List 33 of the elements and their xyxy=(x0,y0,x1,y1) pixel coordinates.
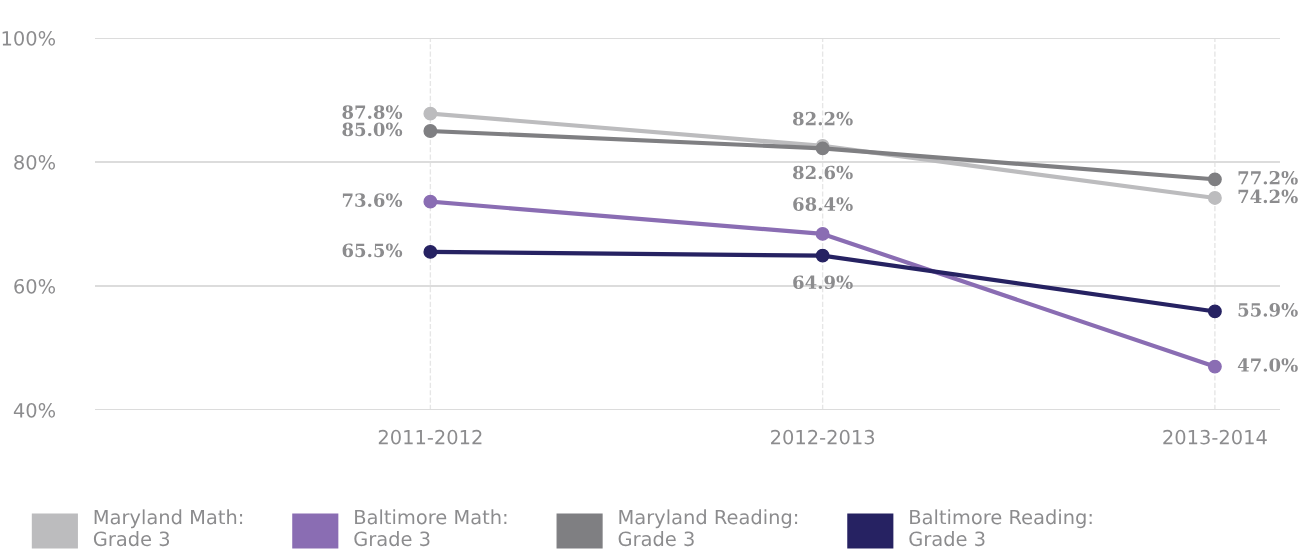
point xyxy=(1207,304,1222,319)
data-label: 87.8% xyxy=(342,105,403,119)
data-label: 73.6% xyxy=(342,193,403,207)
legend-label: Baltimore Math: Grade 3 xyxy=(354,509,507,547)
point xyxy=(1207,191,1222,205)
legend-label: Maryland Reading: Grade 3 xyxy=(618,509,798,547)
x-tick-label: 2013-2014 xyxy=(1163,429,1267,445)
y-tick-label: 60% xyxy=(14,278,56,294)
data-label: 55.9% xyxy=(1238,303,1298,317)
data-label: 77.2% xyxy=(1238,170,1298,185)
point xyxy=(423,106,438,121)
data-label: 65.5% xyxy=(342,243,403,258)
point xyxy=(423,244,438,259)
x-tick-label: 2011-2012 xyxy=(378,429,482,445)
legend-label: Maryland Math: Grade 3 xyxy=(93,509,243,547)
point xyxy=(423,124,438,138)
data-label: 82.6% xyxy=(793,165,853,180)
point xyxy=(1207,359,1222,374)
data-label: 74.2% xyxy=(1238,189,1298,204)
data-label: 47.0% xyxy=(1237,358,1298,372)
legend-label: Baltimore Reading: Grade 3 xyxy=(909,509,1092,547)
data-label: 82.2% xyxy=(793,111,853,126)
x-tick-label: 2012-2013 xyxy=(771,429,875,445)
point xyxy=(423,194,438,209)
y-tick-label: 40% xyxy=(13,402,56,418)
data-label: 85.0% xyxy=(342,122,403,137)
data-label: 68.4% xyxy=(793,197,853,211)
data-label: 64.9% xyxy=(793,275,853,290)
point xyxy=(1207,172,1222,187)
point xyxy=(815,248,830,263)
point xyxy=(815,226,830,241)
y-tick-label: 100% xyxy=(2,30,56,46)
y-tick-label: 80% xyxy=(14,154,56,170)
